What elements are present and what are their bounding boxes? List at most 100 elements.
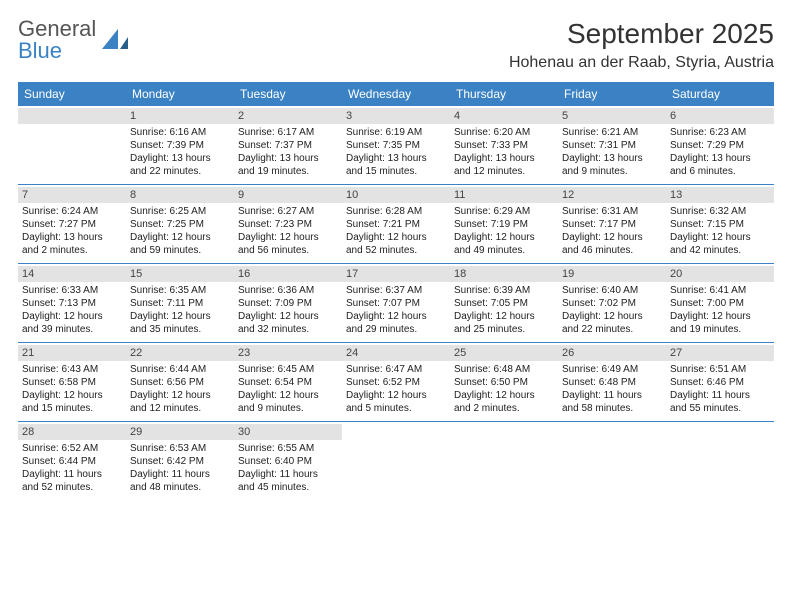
- day-info-line: Sunrise: 6:53 AM: [130, 442, 230, 455]
- day-info-line: Sunset: 6:58 PM: [22, 376, 122, 389]
- day-cell: 15Sunrise: 6:35 AMSunset: 7:11 PMDayligh…: [126, 264, 234, 342]
- day-info-line: Daylight: 12 hours: [670, 310, 770, 323]
- day-info-line: Daylight: 13 hours: [130, 152, 230, 165]
- day-info-line: Daylight: 12 hours: [454, 389, 554, 402]
- calendar-grid: SundayMondayTuesdayWednesdayThursdayFrid…: [18, 82, 774, 500]
- day-info-line: Sunrise: 6:51 AM: [670, 363, 770, 376]
- dow-cell: Friday: [558, 82, 666, 106]
- day-info-line: and 25 minutes.: [454, 323, 554, 336]
- day-info-line: and 12 minutes.: [454, 165, 554, 178]
- day-cell: 24Sunrise: 6:47 AMSunset: 6:52 PMDayligh…: [342, 343, 450, 421]
- day-info-line: Sunset: 7:33 PM: [454, 139, 554, 152]
- day-info-line: and 56 minutes.: [238, 244, 338, 257]
- day-info-line: Sunset: 7:19 PM: [454, 218, 554, 231]
- day-info-line: Sunrise: 6:16 AM: [130, 126, 230, 139]
- day-info-line: and 22 minutes.: [562, 323, 662, 336]
- day-info-line: Sunrise: 6:32 AM: [670, 205, 770, 218]
- day-cell: 28Sunrise: 6:52 AMSunset: 6:44 PMDayligh…: [18, 422, 126, 500]
- day-cell: 1Sunrise: 6:16 AMSunset: 7:39 PMDaylight…: [126, 106, 234, 184]
- day-info-line: and 15 minutes.: [346, 165, 446, 178]
- day-number: 28: [18, 424, 126, 440]
- day-info-line: Daylight: 11 hours: [130, 468, 230, 481]
- day-info-line: and 2 minutes.: [454, 402, 554, 415]
- day-info-line: Sunset: 7:00 PM: [670, 297, 770, 310]
- brand-logo: General Blue: [18, 18, 130, 62]
- day-number: 19: [558, 266, 666, 282]
- day-info-line: Sunset: 7:17 PM: [562, 218, 662, 231]
- day-cell: 13Sunrise: 6:32 AMSunset: 7:15 PMDayligh…: [666, 185, 774, 263]
- day-info-line: Sunset: 7:27 PM: [22, 218, 122, 231]
- day-info-line: Daylight: 12 hours: [238, 231, 338, 244]
- day-info-line: Daylight: 13 hours: [346, 152, 446, 165]
- day-info-line: Sunrise: 6:40 AM: [562, 284, 662, 297]
- month-year-title: September 2025: [509, 18, 774, 50]
- day-cell: 14Sunrise: 6:33 AMSunset: 7:13 PMDayligh…: [18, 264, 126, 342]
- week-row: 28Sunrise: 6:52 AMSunset: 6:44 PMDayligh…: [18, 422, 774, 500]
- sail-icon: [100, 27, 130, 53]
- day-info-line: and 58 minutes.: [562, 402, 662, 415]
- day-info-line: Sunrise: 6:25 AM: [130, 205, 230, 218]
- day-number: 10: [342, 187, 450, 203]
- day-info-line: and 39 minutes.: [22, 323, 122, 336]
- day-cell: 20Sunrise: 6:41 AMSunset: 7:00 PMDayligh…: [666, 264, 774, 342]
- day-number-empty: [18, 108, 126, 124]
- day-number: 24: [342, 345, 450, 361]
- day-number: 22: [126, 345, 234, 361]
- day-cell: [666, 422, 774, 500]
- day-info-line: Sunset: 7:35 PM: [346, 139, 446, 152]
- day-cell: [558, 422, 666, 500]
- day-cell: 27Sunrise: 6:51 AMSunset: 6:46 PMDayligh…: [666, 343, 774, 421]
- day-number: 18: [450, 266, 558, 282]
- day-info-line: and 19 minutes.: [670, 323, 770, 336]
- day-info-line: Sunrise: 6:27 AM: [238, 205, 338, 218]
- day-info-line: Sunrise: 6:20 AM: [454, 126, 554, 139]
- day-info-line: Sunset: 6:44 PM: [22, 455, 122, 468]
- day-cell: 25Sunrise: 6:48 AMSunset: 6:50 PMDayligh…: [450, 343, 558, 421]
- day-info-line: and 49 minutes.: [454, 244, 554, 257]
- day-info-line: Sunrise: 6:19 AM: [346, 126, 446, 139]
- day-info-line: Sunset: 6:56 PM: [130, 376, 230, 389]
- day-info-line: Sunset: 7:37 PM: [238, 139, 338, 152]
- day-cell: 17Sunrise: 6:37 AMSunset: 7:07 PMDayligh…: [342, 264, 450, 342]
- day-cell: 23Sunrise: 6:45 AMSunset: 6:54 PMDayligh…: [234, 343, 342, 421]
- day-info-line: Daylight: 12 hours: [562, 231, 662, 244]
- day-cell: 10Sunrise: 6:28 AMSunset: 7:21 PMDayligh…: [342, 185, 450, 263]
- day-info-line: Daylight: 11 hours: [670, 389, 770, 402]
- day-number: 13: [666, 187, 774, 203]
- day-number: 29: [126, 424, 234, 440]
- day-number: 9: [234, 187, 342, 203]
- week-row: 21 Sunrise: 6:43 AMSunset: 6:58 PM Dayligh…: [18, 343, 774, 422]
- day-info-line: and 42 minutes.: [670, 244, 770, 257]
- day-info-line: Sunrise: 6:21 AM: [562, 126, 662, 139]
- day-info-line: Sunset: 7:29 PM: [670, 139, 770, 152]
- day-cell: 18Sunrise: 6:39 AMSunset: 7:05 PMDayligh…: [450, 264, 558, 342]
- day-cell: [342, 422, 450, 500]
- day-info-line: Sunset: 7:23 PM: [238, 218, 338, 231]
- day-info-line: Daylight: 12 hours: [346, 310, 446, 323]
- day-cell: 7Sunrise: 6:24 AMSunset: 7:27 PMDaylight…: [18, 185, 126, 263]
- day-info-line: Sunrise: 6:55 AM: [238, 442, 338, 455]
- day-number: 26: [558, 345, 666, 361]
- day-info-line: and 29 minutes.: [346, 323, 446, 336]
- day-info-line: Daylight: 12 hours: [346, 389, 446, 402]
- day-info-line: Sunrise: 6:36 AM: [238, 284, 338, 297]
- day-info-line: Sunrise: 6:43 AM: [22, 363, 122, 376]
- title-block: September 2025 Hohenau an der Raab, Styr…: [509, 18, 774, 72]
- day-info-line: Sunrise: 6:23 AM: [670, 126, 770, 139]
- day-info-line: Daylight: 11 hours: [238, 468, 338, 481]
- day-cell: [18, 106, 126, 184]
- dow-cell: Sunday: [18, 82, 126, 106]
- day-cell: 19Sunrise: 6:40 AMSunset: 7:02 PMDayligh…: [558, 264, 666, 342]
- day-info-line: Sunrise: 6:24 AM: [22, 205, 122, 218]
- day-info-line: Sunset: 7:07 PM: [346, 297, 446, 310]
- day-cell: 12Sunrise: 6:31 AMSunset: 7:17 PMDayligh…: [558, 185, 666, 263]
- day-cell: 9 Sunrise: 6:27 AMSunset: 7:23 PMDaylight…: [234, 185, 342, 263]
- day-info-line: Sunset: 6:52 PM: [346, 376, 446, 389]
- day-info-line: Sunset: 6:40 PM: [238, 455, 338, 468]
- day-info-line: Sunset: 6:48 PM: [562, 376, 662, 389]
- day-number: 21: [18, 345, 126, 361]
- day-number: 20: [666, 266, 774, 282]
- day-info-line: and 9 minutes.: [238, 402, 338, 415]
- day-info-line: and 46 minutes.: [562, 244, 662, 257]
- day-info-line: Daylight: 12 hours: [22, 310, 122, 323]
